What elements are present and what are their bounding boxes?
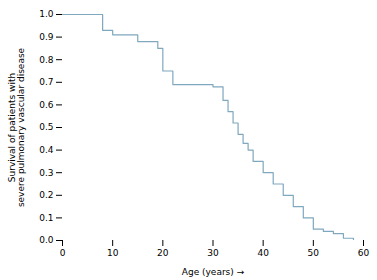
svg-text:0.0: 0.0 bbox=[39, 235, 54, 245]
svg-text:20: 20 bbox=[157, 248, 169, 258]
svg-text:0.1: 0.1 bbox=[39, 213, 53, 223]
svg-text:Survival of patients withsever: Survival of patients withsevere pulmonar… bbox=[7, 47, 26, 207]
svg-text:0.4: 0.4 bbox=[39, 145, 54, 155]
svg-text:0.3: 0.3 bbox=[39, 168, 53, 178]
svg-text:Age (years) →: Age (years) → bbox=[182, 267, 245, 277]
svg-text:40: 40 bbox=[257, 248, 269, 258]
svg-text:1.0: 1.0 bbox=[39, 9, 54, 19]
svg-text:0: 0 bbox=[60, 248, 66, 258]
svg-text:30: 30 bbox=[207, 248, 219, 258]
svg-text:50: 50 bbox=[308, 248, 320, 258]
svg-text:0.2: 0.2 bbox=[39, 190, 53, 200]
svg-text:0.6: 0.6 bbox=[39, 100, 54, 110]
svg-text:0.8: 0.8 bbox=[39, 55, 54, 65]
svg-text:0.7: 0.7 bbox=[39, 77, 53, 87]
svg-text:0.9: 0.9 bbox=[39, 32, 54, 42]
svg-text:10: 10 bbox=[107, 248, 119, 258]
svg-text:0.5: 0.5 bbox=[39, 122, 53, 132]
svg-text:60: 60 bbox=[358, 248, 370, 258]
